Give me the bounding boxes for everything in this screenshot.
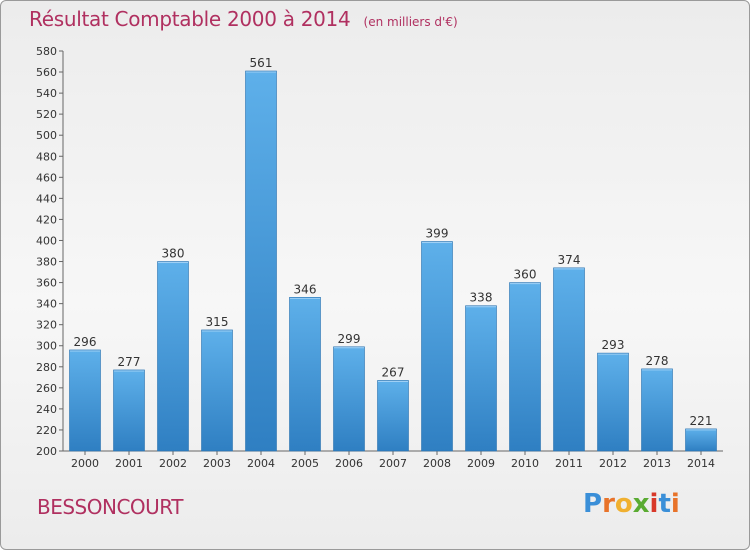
x-tick-label: 2009 — [467, 457, 495, 470]
y-tick-label: 220 — [36, 424, 57, 437]
y-tick-label: 280 — [36, 361, 57, 374]
x-tick-label: 2007 — [379, 457, 407, 470]
chart-subtitle: (en milliers d'€) — [363, 15, 458, 29]
bar — [509, 282, 541, 452]
x-tick-label: 2002 — [159, 457, 187, 470]
x-tick-label: 2003 — [203, 457, 231, 470]
logo-letter: t — [658, 489, 671, 519]
x-tick-label: 2012 — [599, 457, 627, 470]
data-label: 346 — [294, 282, 317, 296]
data-label: 296 — [74, 335, 97, 349]
y-tick-label: 560 — [36, 66, 57, 79]
data-label: 267 — [382, 365, 405, 379]
bar — [69, 349, 101, 452]
logo-letter: x — [632, 489, 650, 519]
logo-letter: i — [649, 489, 659, 519]
data-label: 380 — [162, 247, 185, 261]
data-label: 374 — [558, 253, 581, 267]
y-tick-label: 420 — [36, 213, 57, 226]
y-tick-label: 540 — [36, 87, 57, 100]
logo-letter: o — [614, 489, 633, 519]
data-label: 399 — [426, 227, 449, 241]
data-labels: 296 277 380 315 561 346 299 267 399 338 360 374 293 2… — [74, 56, 713, 428]
x-axis: 2000 2001 2002 2003 2004 2005 2006 2007 2008 2009… — [63, 450, 723, 470]
data-label: 315 — [206, 315, 229, 329]
y-tick-label: 440 — [36, 192, 57, 205]
x-tick-label: 2005 — [291, 457, 319, 470]
x-tick-label: 2013 — [643, 457, 671, 470]
location-name: BESSONCOURT — [37, 495, 183, 519]
y-tick-label: 480 — [36, 150, 57, 163]
bars — [69, 70, 717, 452]
title-row: Résultat Comptable 2000 à 2014 (en milli… — [29, 7, 458, 31]
data-label: 293 — [602, 338, 625, 352]
y-tick-label: 320 — [36, 319, 57, 332]
logo-letter: i — [670, 489, 680, 519]
y-tick-label: 360 — [36, 277, 57, 290]
data-label: 338 — [470, 291, 493, 305]
y-tick-label: 520 — [36, 108, 57, 121]
x-tick-label: 2006 — [335, 457, 363, 470]
bar — [641, 368, 673, 452]
x-tick-label: 2011 — [555, 457, 583, 470]
data-label: 360 — [514, 268, 537, 282]
y-tick-label: 460 — [36, 171, 57, 184]
bar — [289, 297, 321, 452]
x-tick-label: 2000 — [71, 457, 99, 470]
bar — [685, 428, 717, 452]
bar — [113, 369, 145, 452]
data-label: 221 — [690, 414, 713, 428]
y-tick-label: 240 — [36, 403, 57, 416]
bar — [377, 380, 409, 452]
bar — [333, 346, 365, 452]
y-tick-label: 260 — [36, 382, 57, 395]
x-tick-label: 2001 — [115, 457, 143, 470]
x-tick-label: 2004 — [247, 457, 275, 470]
data-label: 299 — [338, 332, 361, 346]
x-tick-label: 2014 — [687, 457, 715, 470]
chart-title: Résultat Comptable 2000 à 2014 — [29, 7, 351, 31]
data-label: 277 — [118, 355, 141, 369]
bar — [157, 261, 189, 452]
bar — [245, 70, 277, 452]
bar — [597, 352, 629, 452]
logo-letter: P — [583, 489, 603, 519]
y-tick-label: 580 — [36, 45, 57, 58]
bar — [421, 241, 453, 452]
y-tick-label: 200 — [36, 445, 57, 458]
data-label: 278 — [646, 354, 669, 368]
y-tick-label: 300 — [36, 340, 57, 353]
x-tick-label: 2008 — [423, 457, 451, 470]
logo-letter: r — [602, 489, 615, 519]
bar — [201, 329, 233, 452]
proxiti-logo[interactable]: Proxiti — [583, 489, 680, 519]
y-tick-label: 400 — [36, 234, 57, 247]
bar — [465, 305, 497, 452]
y-tick-label: 340 — [36, 298, 57, 311]
y-axis: 200 220 240 260 280 300 320 340 360 380 400 420 440 4… — [36, 45, 64, 458]
y-tick-label: 500 — [36, 129, 57, 142]
bar — [553, 267, 585, 452]
y-tick-label: 380 — [36, 256, 57, 269]
data-label: 561 — [250, 56, 273, 70]
x-tick-label: 2010 — [511, 457, 539, 470]
